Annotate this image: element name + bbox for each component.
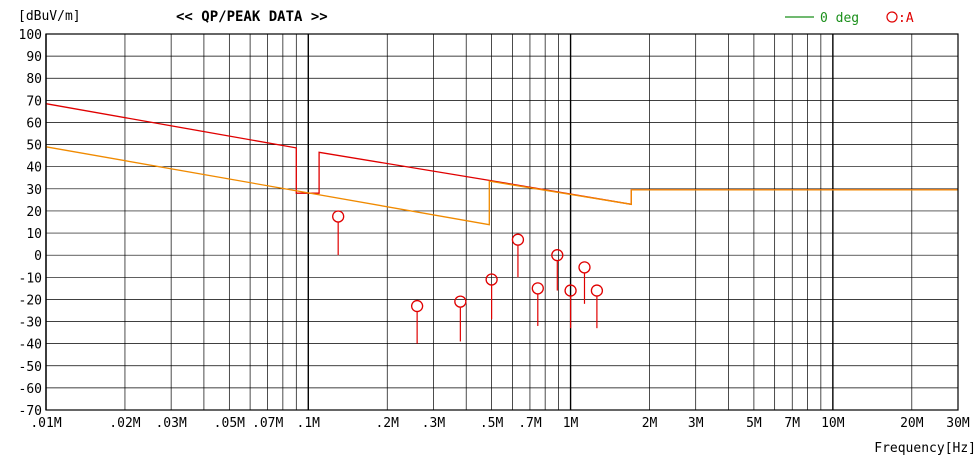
x-tick-label: 3M xyxy=(688,416,704,431)
data-point-marker xyxy=(511,233,525,246)
y-axis-label: [dBuV/m] xyxy=(18,9,81,24)
plot-frame xyxy=(45,33,959,411)
y-tick-label: 40 xyxy=(26,161,42,176)
y-tick-label: 100 xyxy=(19,28,42,43)
legend-label-0deg: 0 deg xyxy=(820,11,859,26)
x-tick-label: .01M xyxy=(30,416,61,431)
limit-line-2 xyxy=(45,146,958,226)
y-tick-label: -60 xyxy=(19,382,42,397)
x-tick-label: .7M xyxy=(518,416,542,431)
x-tick-label: .07M xyxy=(252,416,283,431)
data-point-marker xyxy=(485,273,498,286)
grid xyxy=(45,33,959,411)
y-tick-label: 10 xyxy=(26,227,42,242)
y-tick-label: 30 xyxy=(26,183,42,198)
x-tick-label: .5M xyxy=(480,416,504,431)
data-point-marker xyxy=(454,295,467,308)
data-point-marker xyxy=(551,249,564,262)
data-point-marker xyxy=(410,299,424,313)
data-point-marker xyxy=(564,284,577,297)
data-points xyxy=(332,210,604,344)
x-tick-label: 20M xyxy=(900,416,924,431)
x-tick-label: 7M xyxy=(784,416,800,431)
y-tick-label: -40 xyxy=(19,338,42,353)
y-tick-label: -50 xyxy=(19,360,42,375)
legend: 0 deg :A xyxy=(785,11,914,26)
x-tick-label: .05M xyxy=(214,416,245,431)
x-tick-label: .1M xyxy=(297,416,321,431)
data-point-marker xyxy=(531,282,544,295)
y-tick-labels: 1009080706050403020100-10-20-30-40-50-60… xyxy=(19,28,42,419)
data-point-marker xyxy=(332,210,345,223)
y-tick-label: -30 xyxy=(19,316,42,331)
x-tick-label: 2M xyxy=(642,416,658,431)
legend-circle-marker xyxy=(886,11,898,23)
x-tick-label: 5M xyxy=(746,416,762,431)
data-point-marker xyxy=(590,284,604,297)
x-axis-label: Frequency[Hz] xyxy=(874,441,976,456)
y-tick-label: 0 xyxy=(34,249,42,264)
y-tick-label: -20 xyxy=(19,293,42,308)
x-tick-label: .3M xyxy=(422,416,446,431)
x-tick-label: 1M xyxy=(563,416,579,431)
y-tick-label: 50 xyxy=(26,139,42,154)
x-tick-labels: .01M .02M .03M .05M .07M .1M .2M .3M .5M .7M 1M 2M 3… xyxy=(30,416,970,431)
chart-title: << QP/PEAK DATA >> xyxy=(176,9,328,25)
x-tick-label: .03M xyxy=(155,416,186,431)
y-tick-label: -10 xyxy=(19,271,42,286)
x-tick-label: .02M xyxy=(109,416,140,431)
y-tick-label: 70 xyxy=(26,94,42,109)
y-tick-label: -70 xyxy=(19,404,42,419)
y-tick-label: 60 xyxy=(26,116,42,131)
x-tick-label: .2M xyxy=(375,416,399,431)
limit-lines xyxy=(45,103,958,226)
y-tick-label: 90 xyxy=(26,50,42,65)
data-point-marker xyxy=(578,261,591,274)
y-tick-label: 80 xyxy=(26,72,42,87)
y-tick-label: 20 xyxy=(26,205,42,220)
x-tick-label: 10M xyxy=(821,416,845,431)
x-tick-label: 30M xyxy=(946,416,970,431)
legend-label-a: :A xyxy=(898,11,914,26)
